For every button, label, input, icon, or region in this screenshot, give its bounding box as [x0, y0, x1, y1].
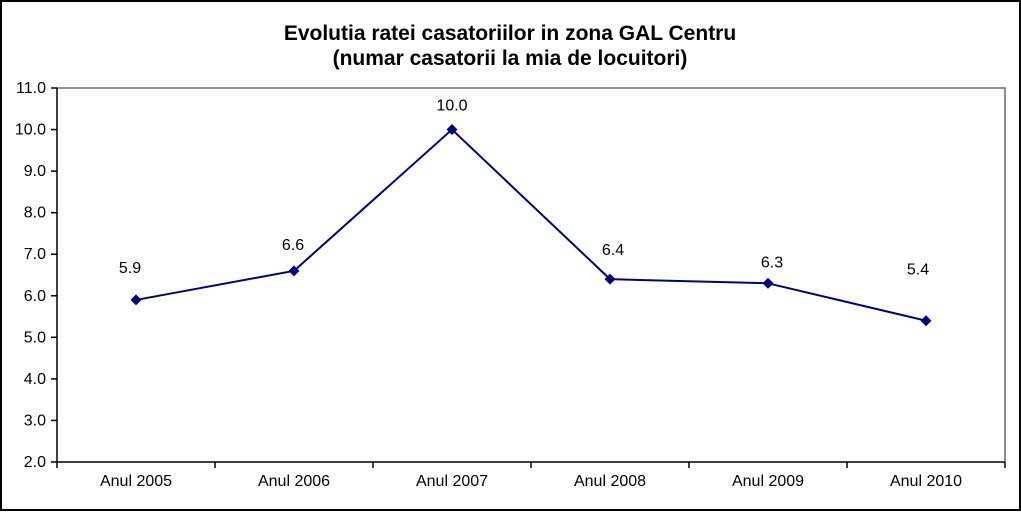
y-axis-label: 5.0 [24, 329, 46, 346]
data-point-marker [288, 265, 300, 277]
series-line [135, 128, 927, 322]
y-axis-label: 9.0 [24, 163, 46, 180]
y-axis-label: 11.0 [16, 80, 46, 97]
data-point-marker [446, 124, 458, 136]
x-axis-label: Anul 2008 [574, 473, 646, 490]
x-axis-label: Anul 2006 [258, 473, 330, 490]
plot-area: 2.0 3.0 4.0 5.0 6.0 7.0 8.0 9.0 10.0 11.0 Anul 200… [15, 80, 1006, 490]
y-axis-label: 7.0 [24, 246, 46, 263]
data-point-marker [130, 294, 142, 306]
data-point-marker [604, 273, 616, 285]
data-label: 10.0 [436, 98, 467, 115]
y-axis-label: 10.0 [15, 122, 46, 139]
x-axis-label: Anul 2007 [416, 473, 488, 490]
data-label: 6.4 [602, 242, 624, 259]
data-label: 5.4 [907, 262, 929, 279]
chart-title: Evolutia ratei casatoriilor in zona GAL … [284, 22, 736, 45]
plot-border [57, 87, 1006, 462]
x-axis-label: Anul 2005 [100, 473, 172, 490]
data-label: 6.3 [761, 254, 783, 271]
y-axis-label: 2.0 [24, 454, 46, 471]
data-point-marker [920, 315, 932, 327]
y-axis-label: 4.0 [24, 371, 46, 388]
y-axis-label: 3.0 [24, 412, 46, 429]
y-axis-label: 8.0 [24, 205, 46, 222]
data-label: 5.9 [119, 260, 141, 277]
data-label: 6.6 [282, 237, 304, 254]
y-axis-label: 6.0 [24, 288, 46, 305]
x-axis-label: Anul 2009 [732, 473, 804, 490]
data-point-marker [762, 277, 774, 289]
chart-subtitle: (numar casatorii la mia de locuitori) [333, 47, 688, 70]
x-axis-label: Anul 2010 [890, 473, 962, 490]
